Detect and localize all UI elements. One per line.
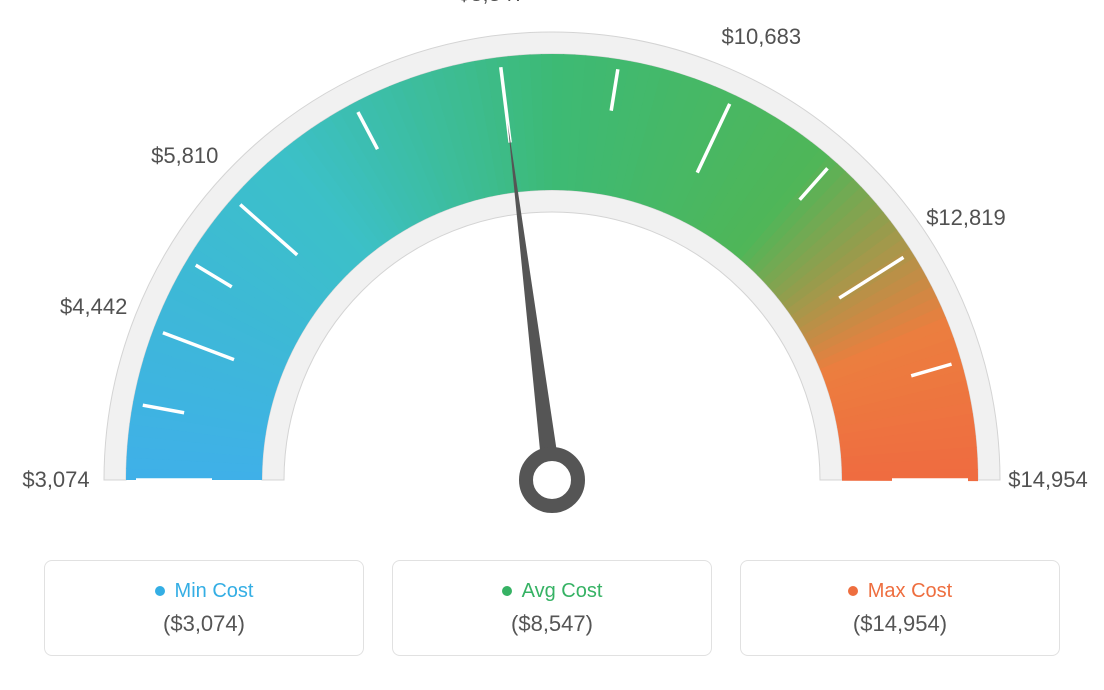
legend-dot-icon xyxy=(502,586,512,596)
gauge-tick-label: $5,810 xyxy=(151,143,218,169)
legend-card: Min Cost ($3,074) xyxy=(44,560,364,656)
legend-card-title: Max Cost xyxy=(868,580,952,603)
gauge-tick-label: $12,819 xyxy=(926,205,1006,231)
legend-dot-icon xyxy=(848,586,858,596)
legend-card: Max Cost ($14,954) xyxy=(740,560,1060,656)
gauge-tick-label: $4,442 xyxy=(60,294,127,320)
gauge-tick-label: $3,074 xyxy=(22,467,89,493)
gauge-tick-label: $8,547 xyxy=(458,0,525,7)
legend-card-value: ($14,954) xyxy=(853,611,947,637)
gauge-chart: $3,074 $4,442 $5,810 $8,547 $10,683 $12,819 $1… xyxy=(0,0,1104,560)
legend-card-title: Min Cost xyxy=(175,580,254,603)
legend-card-title: Avg Cost xyxy=(522,580,603,603)
gauge-tick-label: $14,954 xyxy=(1008,467,1088,493)
legend-card-title-row: Min Cost xyxy=(155,580,254,603)
gauge-svg xyxy=(0,0,1104,560)
gauge-tick-label: $10,683 xyxy=(722,24,802,50)
legend-dot-icon xyxy=(155,586,165,596)
legend-card-title-row: Max Cost xyxy=(848,580,952,603)
legend-row: Min Cost ($3,074) Avg Cost ($8,547) Max Cost… xyxy=(0,560,1104,656)
legend-card-title-row: Avg Cost xyxy=(502,580,603,603)
legend-card-value: ($8,547) xyxy=(511,611,593,637)
legend-card: Avg Cost ($8,547) xyxy=(392,560,712,656)
legend-card-value: ($3,074) xyxy=(163,611,245,637)
